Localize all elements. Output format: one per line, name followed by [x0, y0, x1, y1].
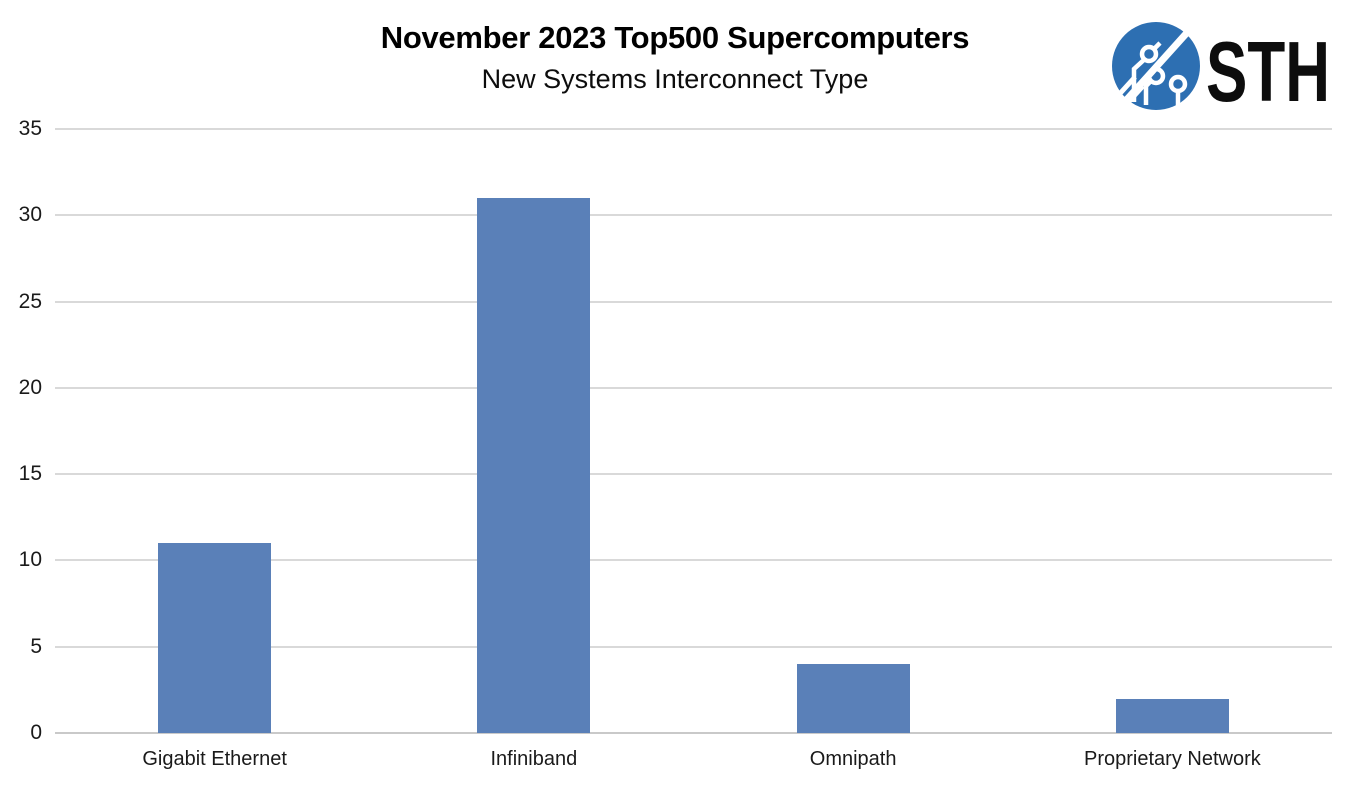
gridline — [55, 128, 1332, 130]
bar — [477, 198, 591, 733]
y-axis-tick-label: 25 — [18, 289, 42, 313]
x-axis-category-label: Gigabit Ethernet — [142, 748, 287, 770]
sth-logo-text: STH — [1206, 25, 1330, 119]
gridline — [55, 386, 1332, 389]
y-axis-tick-label: 10 — [18, 548, 42, 572]
x-axis-category-label: Proprietary Network — [1084, 748, 1261, 770]
chart-title: November 2023 Top500 Supercomputers — [380, 20, 970, 55]
x-axis-category-label: Omnipath — [809, 748, 897, 770]
y-axis-tick-label: 35 — [18, 117, 42, 140]
y-axis-tick-label: 0 — [30, 721, 42, 744]
gridline — [55, 214, 1332, 217]
y-axis-tick-label: 20 — [18, 375, 42, 399]
gridline — [55, 473, 1332, 476]
bar — [158, 543, 272, 733]
y-axis-tick-label: 30 — [18, 203, 42, 227]
bar — [1115, 698, 1229, 733]
bar — [796, 663, 910, 733]
chart-subtitle: New Systems Interconnect Type — [481, 64, 869, 94]
gridline — [55, 300, 1332, 303]
sth-logo: STH — [1112, 22, 1330, 119]
gridline — [55, 645, 1332, 648]
x-axis-category-label: Infiniband — [490, 748, 578, 770]
y-axis-tick-label: 15 — [18, 462, 42, 486]
x-axis-line — [55, 732, 1332, 734]
sth-logo-circuit-icon — [1112, 22, 1200, 110]
gridline — [55, 559, 1332, 562]
plot-area: 0 5 10 15 20 25 30 35 Gigabit Ethernet Infiniband… — [19, 117, 1332, 770]
y-axis-tick-label: 5 — [30, 634, 42, 658]
